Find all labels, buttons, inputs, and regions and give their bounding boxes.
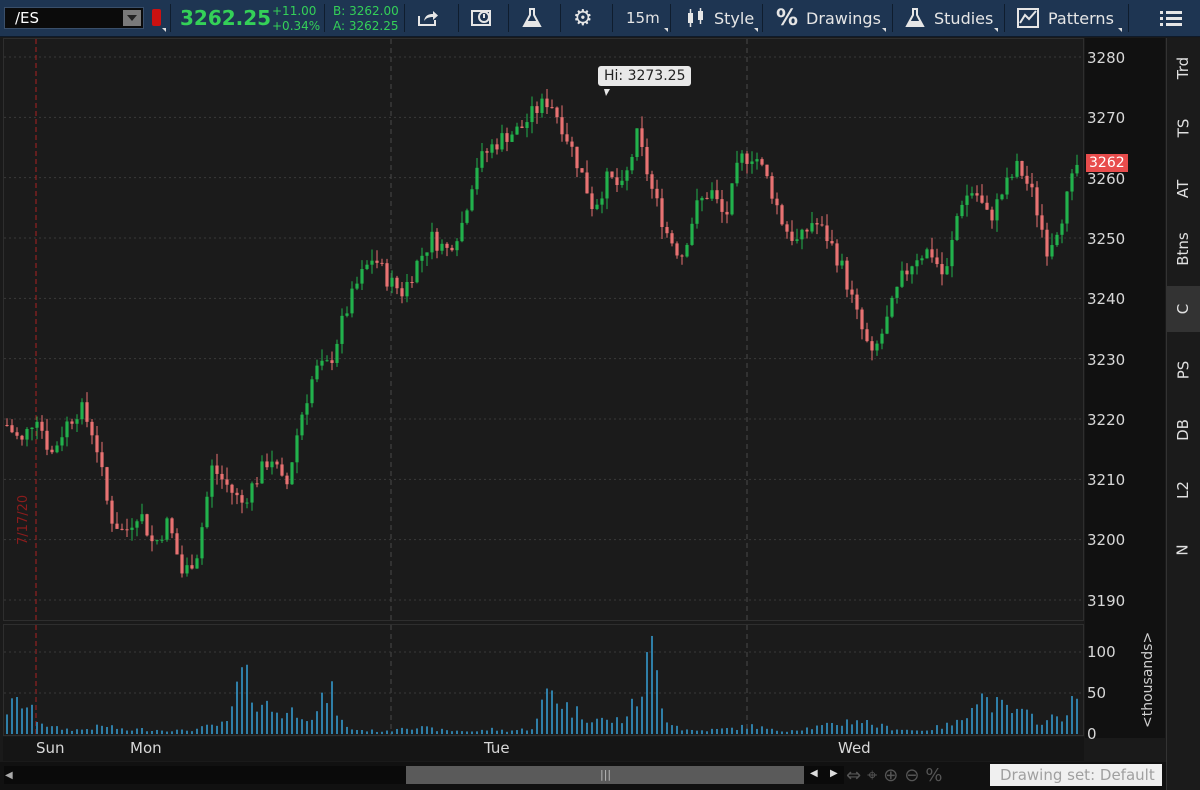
sidebar-tab-label: C (1173, 303, 1192, 315)
settings-button[interactable]: ⚙ (573, 0, 593, 36)
candlestick-icon (688, 8, 703, 27)
ask-price: A: 3262.25 (333, 19, 399, 33)
dropdown-arrow-icon (664, 28, 668, 32)
price-chart[interactable] (3, 38, 1084, 621)
bid-price: B: 3262.00 (333, 4, 399, 18)
pattern-icon (1017, 8, 1039, 28)
scroll-thumb[interactable] (406, 766, 804, 784)
dropdown-arrow-icon (754, 28, 758, 32)
list-icon (1160, 11, 1182, 26)
zoom-in-icon[interactable]: ⊕ (883, 764, 899, 786)
sidebar-tab-ts[interactable]: TS (1166, 105, 1200, 151)
gear-icon: ⚙ (573, 5, 593, 31)
sidebar-tab-btns[interactable]: Btns (1166, 226, 1200, 272)
scroll-right-icon[interactable]: ▶ (830, 768, 838, 779)
patterns-button[interactable]: Patterns (1016, 0, 1114, 36)
sidebar-tab-label: PS (1173, 360, 1192, 379)
y-tick-label: 3190 (1087, 591, 1126, 610)
sidebar-tab-ps[interactable]: PS (1166, 347, 1200, 393)
timeframe-label: 15m (626, 9, 660, 27)
y-tick-label: 3200 (1087, 531, 1126, 550)
style-button[interactable]: Style (684, 0, 754, 36)
y-tick-label: 3220 (1087, 410, 1126, 429)
last-price-tag: 3262 (1086, 154, 1128, 172)
scroll-left-icon[interactable]: ◀ (5, 770, 13, 781)
alert-icon[interactable] (152, 9, 161, 26)
timeframe-selector[interactable]: 15m (626, 0, 660, 36)
sidebar-tab-label: N (1173, 544, 1192, 557)
sidebar-tab-label: DB (1174, 418, 1192, 441)
net-change: +11.00 (272, 4, 317, 18)
percent-change: +0.34% (272, 19, 321, 33)
chart-settings-button[interactable] (470, 0, 496, 36)
y-tick-label: 3210 (1087, 471, 1126, 490)
volume-tick-label: 0 (1087, 725, 1097, 743)
high-price-label: Hi: 3273.25 (598, 66, 692, 86)
grid-icon (471, 10, 491, 26)
flask-icon (905, 8, 925, 27)
sidebar-tab-label: L2 (1174, 481, 1192, 500)
right-sidebar (1166, 38, 1200, 790)
y-tick-label: 3230 (1087, 350, 1126, 369)
share-icon (418, 11, 438, 26)
patterns-label: Patterns (1048, 8, 1114, 28)
percent-icon[interactable]: % (925, 764, 943, 786)
drawings-button[interactable]: % Drawings (776, 0, 881, 36)
y-tick-label: 3240 (1087, 290, 1126, 309)
x-tick-label: Wed (838, 739, 871, 757)
zoom-out-icon[interactable]: ⊖ (904, 764, 920, 786)
dropdown-arrow-icon (994, 28, 998, 32)
sidebar-tab-n[interactable]: N (1166, 527, 1200, 573)
share-button[interactable] (416, 0, 440, 36)
sidebar-tab-label: AT (1173, 179, 1192, 198)
drawing-set-field[interactable]: Drawing set: Default (990, 764, 1162, 786)
sidebar-tab-db[interactable]: DB (1166, 407, 1200, 453)
flask-button[interactable] (521, 0, 543, 36)
x-tick-label: Mon (130, 739, 162, 757)
studies-button[interactable]: Studies (904, 0, 993, 36)
x-tick-label: Tue (484, 739, 510, 757)
last-price: 3262.25 (180, 6, 272, 30)
crosshair-icon[interactable]: ⌖ (867, 764, 878, 786)
y-tick-label: 3280 (1087, 49, 1126, 67)
volume-tick-label: 50 (1087, 684, 1107, 702)
percent-icon: % (776, 5, 799, 31)
sidebar-tab-label: TS (1174, 118, 1192, 138)
sidebar-tab-c[interactable]: C (1166, 286, 1200, 333)
y-tick-label: 3260 (1087, 169, 1126, 188)
symbol-text: /ES (15, 9, 40, 27)
toolbar: /ES 3262.25 +11.00 +0.34% B: 3262.00 A: … (0, 0, 1200, 37)
grip-icon: ||| (600, 768, 612, 781)
chevron-down-icon[interactable] (123, 10, 141, 26)
sidebar-tab-label: Trd (1173, 56, 1192, 80)
y-tick-label: 3270 (1087, 109, 1126, 128)
corner-arrow-icon (162, 28, 166, 32)
sidebar-tab-label: Btns (1174, 232, 1192, 266)
sidebar-tab-trd[interactable]: Trd (1166, 45, 1200, 91)
y-tick-label: 3250 (1087, 229, 1126, 248)
sidebar-tab-at[interactable]: AT (1166, 166, 1200, 212)
sidebar-tab-l2[interactable]: L2 (1166, 467, 1200, 513)
volume-chart[interactable] (3, 624, 1084, 736)
dropdown-arrow-icon (1118, 28, 1122, 32)
x-tick-label: Sun (36, 739, 65, 757)
symbol-selector[interactable]: /ES (4, 7, 144, 29)
studies-label: Studies (934, 8, 994, 28)
drawings-label: Drawings (806, 8, 881, 28)
expand-icon[interactable]: ⇔ (846, 764, 862, 786)
dropdown-arrow-icon (882, 28, 886, 32)
menu-button[interactable] (1158, 0, 1184, 36)
session-date-label: 7/17/20 (16, 494, 31, 545)
volume-tick-label: 100 (1087, 643, 1116, 661)
volume-unit-label: <thousands> (1140, 631, 1156, 728)
x-axis (3, 737, 1084, 761)
scroll-left-icon[interactable]: ◀ (810, 768, 818, 779)
style-label: Style (714, 8, 755, 28)
flask-icon (522, 8, 542, 27)
